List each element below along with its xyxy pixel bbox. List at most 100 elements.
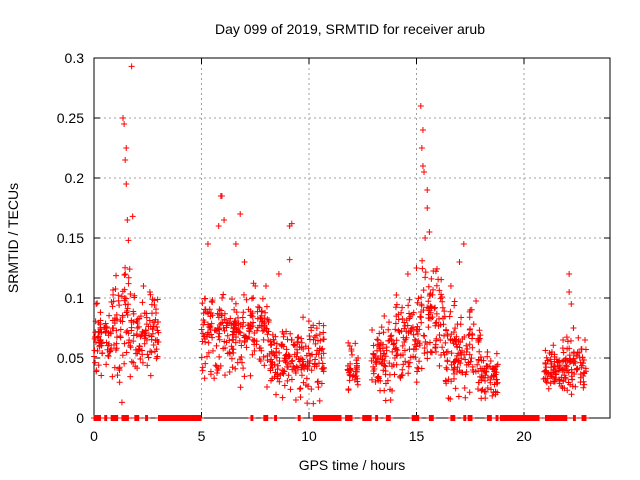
data-point [302, 362, 309, 369]
data-point [426, 229, 433, 235]
data-point [389, 348, 396, 355]
data-point [457, 321, 464, 328]
data-point [474, 361, 481, 368]
data-point [92, 359, 99, 366]
data-point [141, 340, 148, 347]
data-point [425, 283, 432, 290]
data-point [447, 308, 454, 315]
data-point [91, 333, 98, 340]
data-point [403, 334, 410, 341]
data-point [282, 355, 289, 362]
data-point [271, 361, 278, 368]
data-point [422, 338, 429, 345]
data-point [345, 386, 352, 393]
data-point [490, 372, 497, 379]
data-point [385, 326, 392, 333]
data-point [125, 237, 132, 244]
data-point [402, 358, 409, 365]
data-point [205, 349, 212, 356]
data-point [140, 283, 147, 289]
data-point [315, 360, 322, 367]
data-point [460, 241, 467, 247]
data-point [433, 282, 440, 289]
data-point [254, 315, 261, 322]
data-point [402, 322, 409, 329]
data-point [259, 295, 266, 302]
data-point [443, 327, 450, 334]
data-point [581, 381, 588, 388]
data-point [414, 368, 421, 375]
data-point [419, 163, 426, 169]
data-point [425, 315, 432, 322]
data-point [320, 322, 327, 329]
data-point [248, 295, 255, 302]
data-point [470, 321, 477, 328]
data-point [276, 378, 283, 385]
data-point [580, 360, 587, 367]
data-point [252, 283, 259, 289]
data-point [103, 325, 110, 331]
data-point [462, 356, 469, 363]
data-point [287, 360, 294, 367]
x-axis-ticks: 0 5 10 15 20 [90, 58, 532, 444]
data-point [215, 333, 222, 340]
data-point [284, 377, 291, 384]
data-point [415, 415, 422, 421]
data-point [201, 375, 208, 382]
data-point [263, 283, 269, 289]
data-point [559, 345, 566, 352]
data-point [102, 320, 109, 327]
data-point [427, 348, 434, 355]
data-point [288, 220, 295, 227]
data-point [574, 349, 581, 356]
data-point [297, 394, 304, 401]
data-point [229, 328, 236, 335]
data-point [380, 329, 387, 336]
data-point [275, 362, 282, 369]
data-point [310, 400, 317, 407]
data-point [437, 295, 444, 302]
data-point [199, 330, 206, 337]
data-point [264, 331, 271, 338]
data-point [130, 308, 137, 315]
data-point [123, 145, 130, 151]
data-point [208, 320, 215, 327]
data-point [568, 391, 575, 398]
data-point [267, 342, 274, 349]
data-point [368, 376, 375, 383]
data-point [370, 342, 377, 349]
data-point [232, 334, 239, 341]
data-point [198, 354, 205, 361]
data-point [376, 345, 383, 352]
data-point [383, 347, 390, 354]
data-point [302, 343, 309, 350]
data-point [279, 367, 286, 374]
data-point [267, 365, 274, 372]
data-point [476, 348, 483, 355]
data-point [443, 364, 450, 371]
data-point [120, 115, 127, 121]
data-point [294, 334, 301, 341]
data-point [232, 365, 239, 372]
data-point [448, 350, 455, 357]
y-tick-label: 0.15 [57, 230, 84, 246]
data-point [271, 339, 278, 346]
data-point [484, 385, 491, 391]
data-point [568, 301, 575, 307]
data-point [441, 308, 448, 315]
data-point [122, 271, 129, 278]
data-point [202, 360, 209, 367]
data-point [448, 378, 455, 385]
data-point [128, 63, 135, 70]
data-point [265, 319, 272, 326]
data-point [476, 327, 483, 334]
data-point [135, 323, 142, 330]
data-point [369, 327, 376, 334]
data-point [393, 344, 400, 351]
data-point [314, 379, 321, 386]
data-point [98, 328, 105, 335]
data-point [426, 307, 433, 314]
data-point [436, 362, 443, 369]
data-point [558, 374, 565, 381]
data-point [113, 340, 120, 347]
